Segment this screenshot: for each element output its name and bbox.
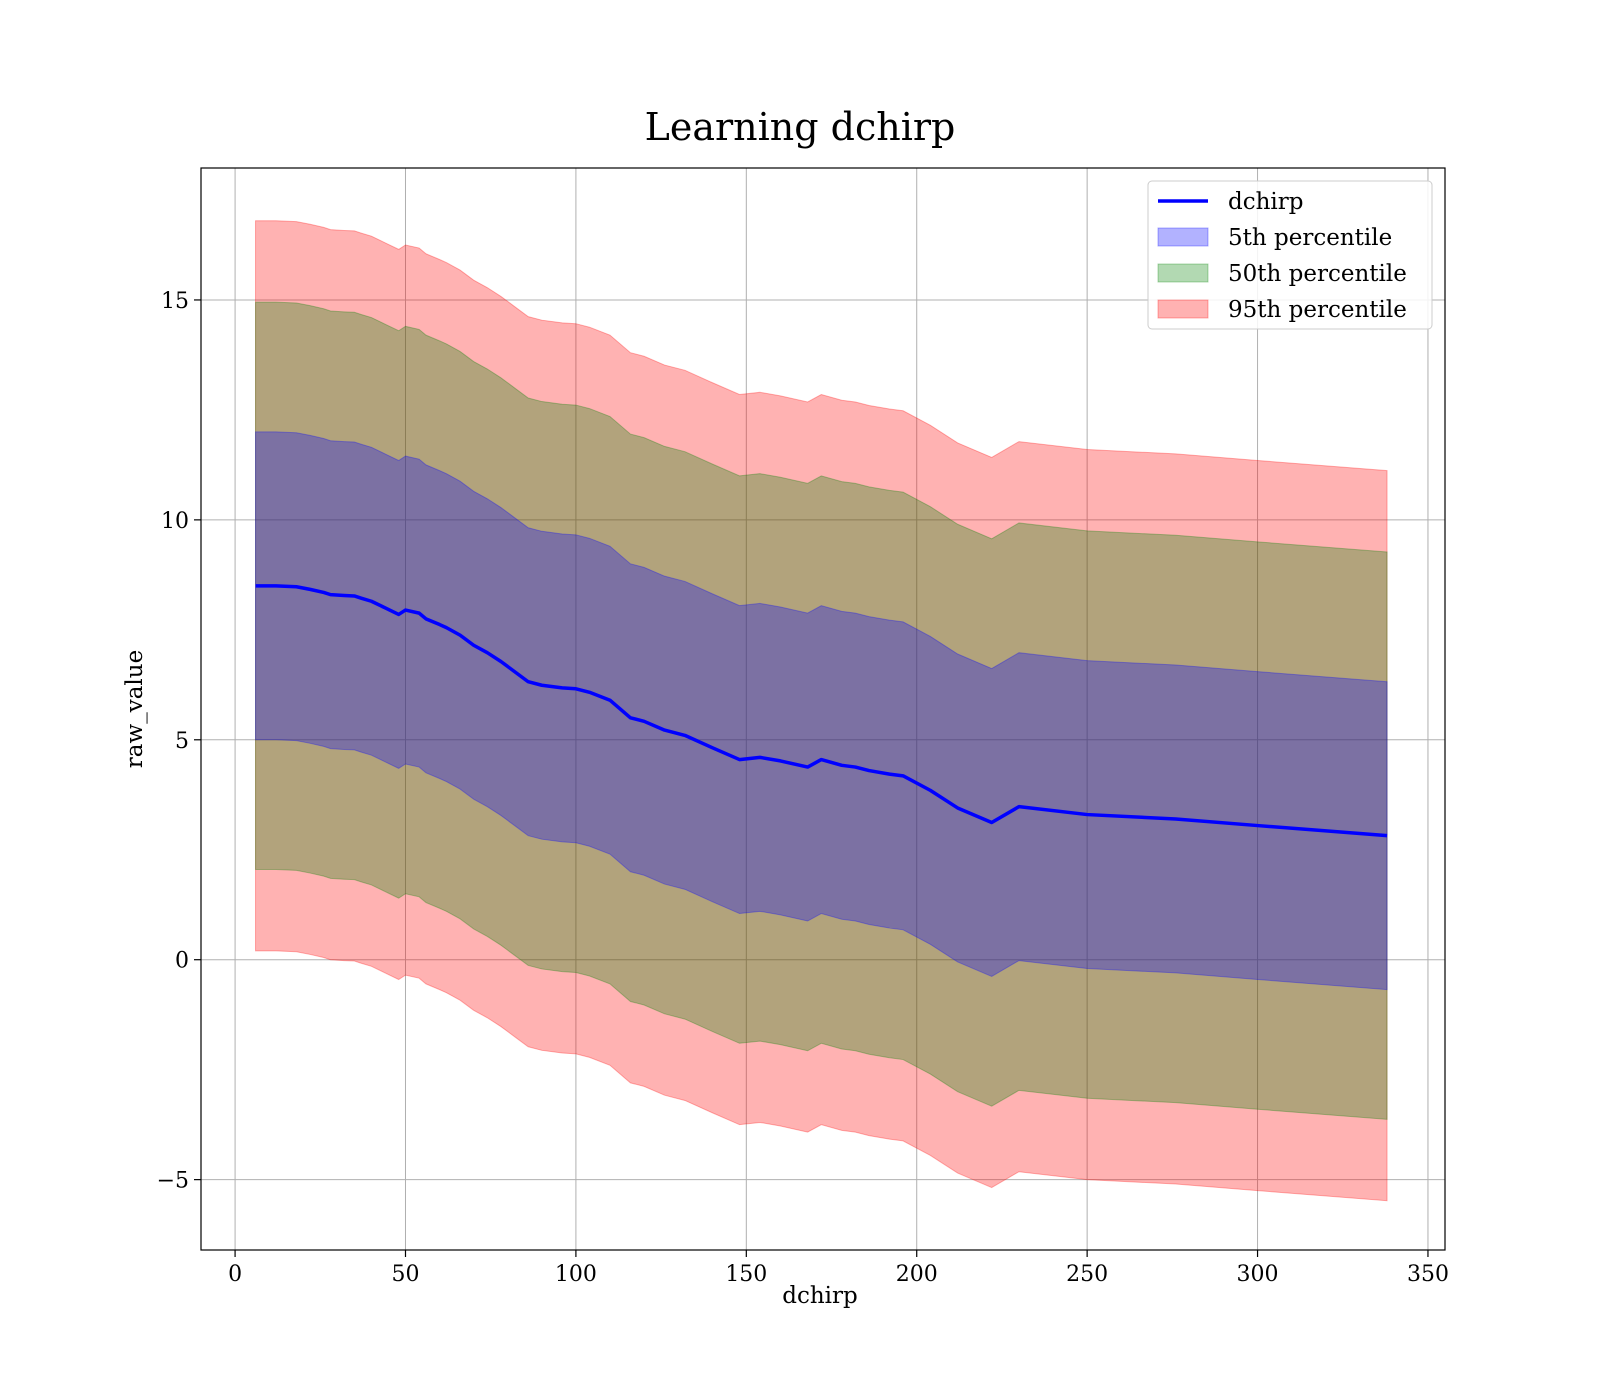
y-axis-label: raw_value [122, 650, 148, 768]
x-tick-label: 50 [391, 1262, 419, 1287]
y-tick-label: −5 [157, 1169, 189, 1194]
legend-label: 5th percentile [1228, 225, 1392, 251]
y-tick-label: 15 [161, 289, 189, 314]
y-tick-label: 5 [175, 729, 189, 754]
bands [255, 220, 1388, 1202]
x-tick-label: 300 [1237, 1262, 1279, 1287]
legend-box [1147, 180, 1433, 330]
plot-frame [200, 167, 1446, 1251]
legend-patch-swatch [1157, 299, 1209, 319]
x-tick-label: 200 [896, 1262, 938, 1287]
band-50th-percentile [255, 301, 1388, 1120]
series-line-dchirp [255, 584, 1388, 838]
x-tick-label: 250 [1066, 1262, 1108, 1287]
chart-title: Learning dchirp [645, 105, 956, 149]
band-5th-percentile [255, 431, 1388, 991]
legend-label: dchirp [1228, 189, 1304, 215]
x-tick-label: 0 [228, 1262, 242, 1287]
legend-patch-swatch [1157, 263, 1209, 283]
y-tick-label: 10 [161, 509, 189, 534]
band-95th-percentile [255, 220, 1388, 1202]
x-axis-label: dchirp [782, 1283, 858, 1309]
x-tick-label: 350 [1407, 1262, 1449, 1287]
legend-patch-swatch [1157, 227, 1209, 247]
legend: dchirp 5th percentile 50th percentile 95th … [1147, 180, 1433, 330]
legend-label: 50th percentile [1228, 261, 1407, 287]
x-tick-label: 100 [555, 1262, 597, 1287]
legend-label: 95th percentile [1228, 297, 1407, 323]
series-lines [255, 584, 1388, 838]
x-axis-ticks: 0 50 100 150 200 250 300 350 [228, 1250, 1449, 1287]
y-axis-ticks: −5 0 5 10 15 [157, 289, 201, 1194]
y-tick-label: 0 [175, 949, 189, 974]
x-tick-label: 150 [725, 1262, 767, 1287]
